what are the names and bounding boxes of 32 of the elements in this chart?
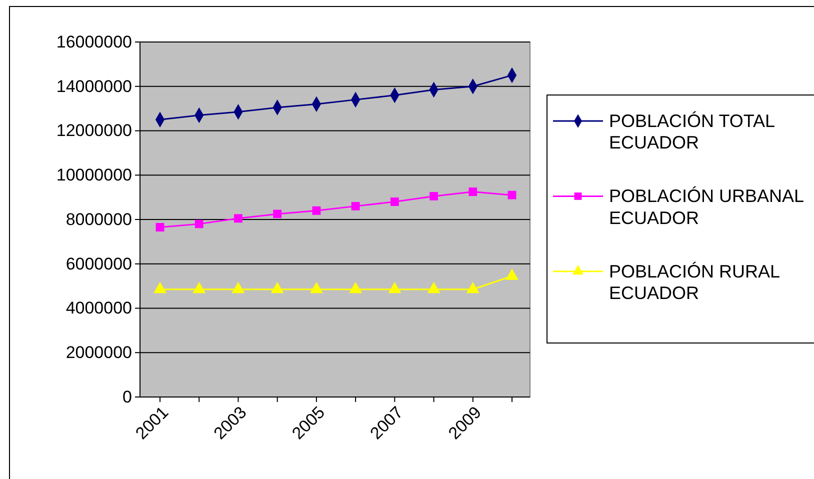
- y-tick-label: 16000000: [56, 32, 132, 52]
- point: [390, 198, 399, 206]
- y-tick-label: 6000000: [66, 254, 132, 274]
- y-tick-label: 4000000: [66, 298, 132, 318]
- y-tick-label: 8000000: [66, 210, 132, 229]
- y-tick-label: 0: [122, 387, 132, 406]
- point: [506, 269, 518, 280]
- point: [273, 210, 282, 218]
- y-tick-label: 12000000: [56, 121, 132, 140]
- point: [508, 190, 516, 200]
- point: [428, 282, 440, 294]
- legend-label: POBLACIÓN URBANAL ECUADOR: [609, 186, 804, 228]
- point: [156, 223, 164, 232]
- y-tick-label: 14000000: [56, 76, 132, 96]
- point: [430, 192, 438, 200]
- point: [271, 282, 284, 294]
- point: [234, 214, 242, 223]
- legend-label: POBLACIÓN TOTAL ECUADOR: [609, 111, 776, 153]
- point: [351, 202, 360, 210]
- point: [468, 188, 478, 196]
- point: [349, 282, 362, 294]
- point: [466, 282, 480, 294]
- legend-label: POBLACIÓN RURAL ECUADOR: [609, 261, 780, 303]
- point: [232, 282, 244, 294]
- point: [388, 282, 401, 294]
- point: [312, 206, 321, 215]
- point: [194, 220, 204, 228]
- point: [154, 282, 166, 294]
- y-tick-label: 10000000: [56, 166, 132, 185]
- point: [310, 282, 323, 294]
- y-tick-label: 2000000: [66, 343, 132, 362]
- point: [192, 282, 206, 294]
